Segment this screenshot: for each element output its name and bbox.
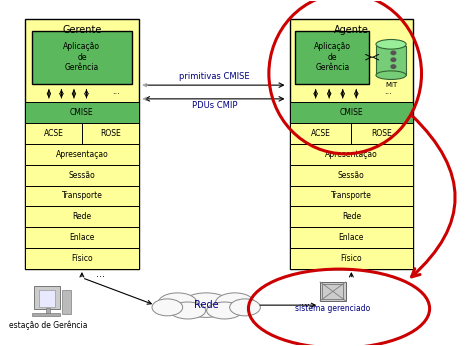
Bar — [289, 227, 412, 248]
Bar — [34, 286, 60, 309]
Bar — [289, 185, 412, 207]
Bar — [62, 290, 71, 314]
Text: MIT: MIT — [384, 82, 397, 88]
Bar — [25, 123, 139, 144]
Ellipse shape — [229, 299, 260, 316]
Ellipse shape — [215, 293, 254, 313]
Text: ACSE: ACSE — [310, 129, 330, 138]
Circle shape — [390, 58, 395, 62]
Text: sistema gerenciado: sistema gerenciado — [295, 304, 370, 313]
Text: CMISE: CMISE — [70, 108, 93, 117]
Text: ROSE: ROSE — [371, 129, 392, 138]
Bar — [25, 207, 139, 227]
Bar — [25, 144, 139, 165]
Circle shape — [390, 65, 395, 68]
Text: estação de Gerência: estação de Gerência — [9, 321, 87, 330]
Text: Rede: Rede — [193, 300, 218, 310]
Text: Físico: Físico — [71, 254, 92, 263]
Text: Aplicação
de
Gerência: Aplicação de Gerência — [63, 42, 100, 72]
Bar — [25, 19, 139, 269]
Text: Sessão: Sessão — [337, 171, 364, 180]
Text: Rede: Rede — [72, 212, 91, 221]
Text: Enlace: Enlace — [338, 233, 363, 242]
Bar — [25, 227, 139, 248]
Bar — [32, 313, 60, 316]
Bar — [289, 19, 412, 269]
Bar — [375, 46, 405, 75]
Text: Físico: Físico — [340, 254, 361, 263]
Ellipse shape — [375, 39, 405, 49]
Text: Apresentaçao: Apresentaçao — [55, 150, 108, 159]
Bar — [289, 207, 412, 227]
Ellipse shape — [152, 299, 182, 316]
Text: Transporte: Transporte — [330, 191, 371, 200]
Bar — [25, 165, 139, 185]
Text: Aplicação
de
Gerência: Aplicação de Gerência — [313, 42, 350, 72]
Text: ...: ... — [112, 87, 120, 96]
Bar — [39, 290, 55, 307]
Text: Sessão: Sessão — [69, 171, 95, 180]
Text: CMISE: CMISE — [339, 108, 362, 117]
Bar — [322, 284, 343, 299]
Bar — [289, 165, 412, 185]
Text: Agente: Agente — [333, 25, 368, 35]
Text: ROSE: ROSE — [100, 129, 120, 138]
Text: Transporte: Transporte — [61, 191, 102, 200]
Text: Apresentaçao: Apresentaçao — [324, 150, 377, 159]
Text: ...: ... — [300, 297, 309, 307]
Bar — [25, 185, 139, 207]
Bar — [289, 102, 412, 123]
Bar — [46, 308, 50, 314]
Text: PDUs CMIP: PDUs CMIP — [191, 101, 237, 110]
Bar — [25, 102, 139, 123]
Ellipse shape — [206, 302, 242, 319]
Ellipse shape — [180, 293, 231, 317]
FancyArrowPatch shape — [411, 116, 454, 277]
Text: Enlace: Enlace — [69, 233, 94, 242]
Bar — [32, 30, 131, 84]
Bar — [289, 248, 412, 269]
Bar — [289, 123, 412, 144]
Text: ...: ... — [384, 87, 391, 96]
Bar — [319, 282, 345, 301]
Bar — [289, 144, 412, 165]
Ellipse shape — [158, 293, 197, 313]
Text: ACSE: ACSE — [43, 129, 63, 138]
Text: Rede: Rede — [341, 212, 360, 221]
Bar — [25, 248, 139, 269]
Bar — [295, 30, 368, 84]
Ellipse shape — [169, 302, 205, 319]
Text: Gerente: Gerente — [62, 25, 101, 35]
Text: primitivas CMISE: primitivas CMISE — [178, 72, 249, 81]
Circle shape — [390, 51, 395, 55]
Text: ...: ... — [96, 269, 105, 279]
Ellipse shape — [375, 71, 405, 80]
